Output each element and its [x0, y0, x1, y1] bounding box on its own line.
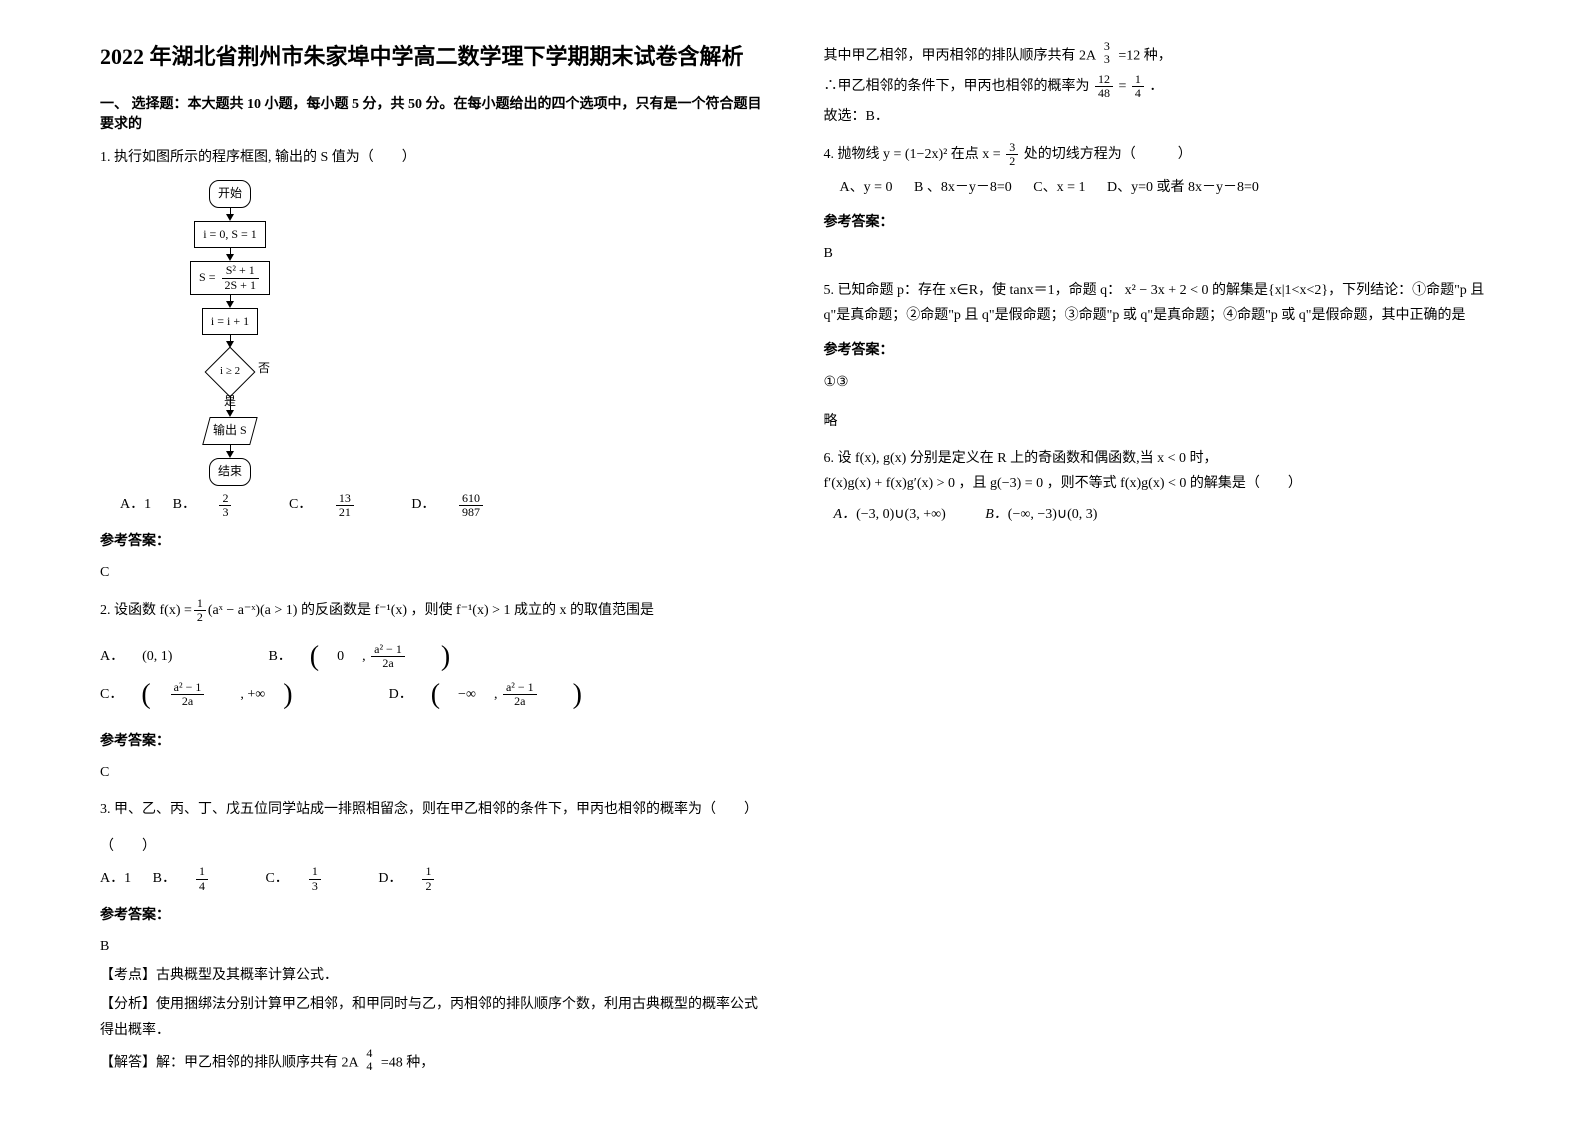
question-6: 6. 设 f(x), g(x) 分别是定义在 R 上的奇函数和偶函数,当 x <…	[824, 446, 1488, 528]
flow-assign-s: S = S² + 1 2S + 1	[190, 261, 270, 294]
q5-stem: 5. 已知命题 p：存在 x∈R，使 tanx＝1，命题 q： x² − 3x …	[824, 278, 1488, 328]
q5-answer: ①③	[824, 370, 1488, 395]
question-5: 5. 已知命题 p：存在 x∈R，使 tanx＝1，命题 q： x² − 3x …	[824, 278, 1488, 434]
q3-opt-d: D．12	[378, 871, 470, 886]
q1-opt-c: C． 1321	[289, 497, 393, 512]
q3-answer: B	[100, 934, 764, 959]
q1-flowchart: 开始 i = 0, S = 1 S = S² + 1 2S + 1 i = i …	[160, 180, 300, 485]
section-1-header: 一、 选择题：本大题共 10 小题，每小题 5 分，共 50 分。在每小题给出的…	[100, 93, 764, 133]
flow-inc: i = i + 1	[202, 308, 258, 336]
q2-opt-d: D． ( −∞, a² − 12a )	[389, 681, 600, 709]
flow-output: 输出 S	[202, 417, 257, 445]
flow-s-num: S² + 1	[222, 264, 259, 278]
q3-jd1: 【解答】解：甲乙相邻的排队顺序共有 2A 44 =48 种，	[100, 1047, 764, 1076]
q3-opt-a: A．1	[100, 871, 131, 886]
flow-no-label: 否	[258, 358, 270, 380]
page-title: 2022 年湖北省荆州市朱家埠中学高二数学理下学期期末试卷含解析	[100, 40, 764, 73]
q1-answer-label: 参考答案：	[100, 529, 764, 554]
q3-jd3: ∴甲乙相邻的条件下，甲丙也相邻的概率为 1248 = 14 ．	[824, 73, 1488, 100]
question-3-stem: 3. 甲、乙、丙、丁、戊五位同学站成一排照相留念，则在甲乙相邻的条件下，甲丙也相…	[100, 797, 764, 822]
q4-opt-a: A、y = 0	[840, 180, 893, 195]
question-4: 4. 抛物线 y = (1−2x)² 在点 x = 32 处的切线方程为（ ） …	[824, 141, 1488, 266]
q4-opt-b: B 、8x－y－8=0	[914, 180, 1012, 195]
flow-s-lhs: S =	[199, 267, 215, 289]
q2-stem: 2. 设函数 f(x) = 12 (aˣ − a⁻ˣ)(a > 1) 的反函数是…	[100, 597, 764, 624]
flow-end: 结束	[209, 458, 251, 486]
q4-opt-c: C、x = 1	[1033, 180, 1085, 195]
q1-opt-a: A．1	[120, 497, 151, 512]
q3-opt-b: B．14	[153, 871, 244, 886]
q6-stem: 6. 设 f(x), g(x) 分别是定义在 R 上的奇函数和偶函数,当 x <…	[824, 446, 1488, 471]
q2-options: A．(0, 1) B． ( 0, a² − 12a ) C． ( a² − 12…	[100, 643, 764, 709]
q3-jd2: 其中甲乙相邻，甲丙相邻的排队顺序共有 2A 33 =12 种，	[824, 40, 1488, 69]
q1-opt-d: D． 610987	[411, 497, 519, 512]
q5-brief: 略	[824, 409, 1488, 434]
q3-kd: 【考点】古典概型及其概率计算公式．	[100, 963, 764, 988]
q1-opt-b: B． 23	[173, 497, 271, 512]
q4-opt-d: D、y=0 或者 8x－y－8=0	[1107, 180, 1259, 195]
q1-stem: 1. 执行如图所示的程序框图, 输出的 S 值为（ ）	[100, 145, 764, 170]
q3-answer-label: 参考答案：	[100, 903, 764, 928]
flow-start: 开始	[209, 180, 251, 208]
q3-options: （ ）	[100, 834, 764, 859]
q4-answer-label: 参考答案：	[824, 210, 1488, 235]
q6-options: A．(−3, 0)∪(3, +∞) B．(−∞, −3)∪(0, 3)	[834, 502, 1488, 527]
question-1: 1. 执行如图所示的程序框图, 输出的 S 值为（ ） 开始 i = 0, S …	[100, 145, 764, 585]
q3-fx: 【分析】使用捆绑法分别计算甲乙相邻，和甲同时与乙，丙相邻的排队顺序个数，利用古典…	[100, 992, 764, 1042]
q6-opt-a: A．(−3, 0)∪(3, +∞)	[834, 507, 964, 522]
flow-yes-label: 是	[224, 391, 236, 413]
q6-opt-b: B．(−∞, −3)∪(0, 3)	[985, 507, 1115, 522]
q2-answer-label: 参考答案：	[100, 729, 764, 754]
q2-answer: C	[100, 760, 764, 785]
q1-answer: C	[100, 560, 764, 585]
q1-options: A．1 B． 23 C． 1321 D． 610987	[120, 492, 764, 519]
flow-s-den: 2S + 1	[222, 279, 259, 292]
q3-jd4: 故选：B．	[824, 104, 1488, 129]
q5-answer-label: 参考答案：	[824, 338, 1488, 363]
q2-opt-a: A．(0, 1)	[100, 644, 190, 669]
q2-opt-b: B． ( 0, a² − 12a )	[268, 643, 468, 671]
q6-stem-line2: f′(x)g(x) + f(x)g′(x) > 0 ，且 g(−3) = 0 ，…	[824, 471, 1488, 496]
flow-init: i = 0, S = 1	[194, 221, 266, 249]
question-2: 2. 设函数 f(x) = 12 (aˣ − a⁻ˣ)(a > 1) 的反函数是…	[100, 597, 764, 785]
q2-opt-c: C． ( a² − 12a , +∞ )	[100, 681, 311, 709]
q4-options: A、y = 0 B 、8x－y－8=0 C、x = 1 D、y=0 或者 8x－…	[840, 175, 1488, 200]
q4-stem: 4. 抛物线 y = (1−2x)² 在点 x = 32 处的切线方程为（ ）	[824, 141, 1488, 168]
q3-blank: （ ）	[100, 839, 156, 854]
q3-opt-c: C．13	[265, 871, 356, 886]
q4-answer: B	[824, 241, 1488, 266]
